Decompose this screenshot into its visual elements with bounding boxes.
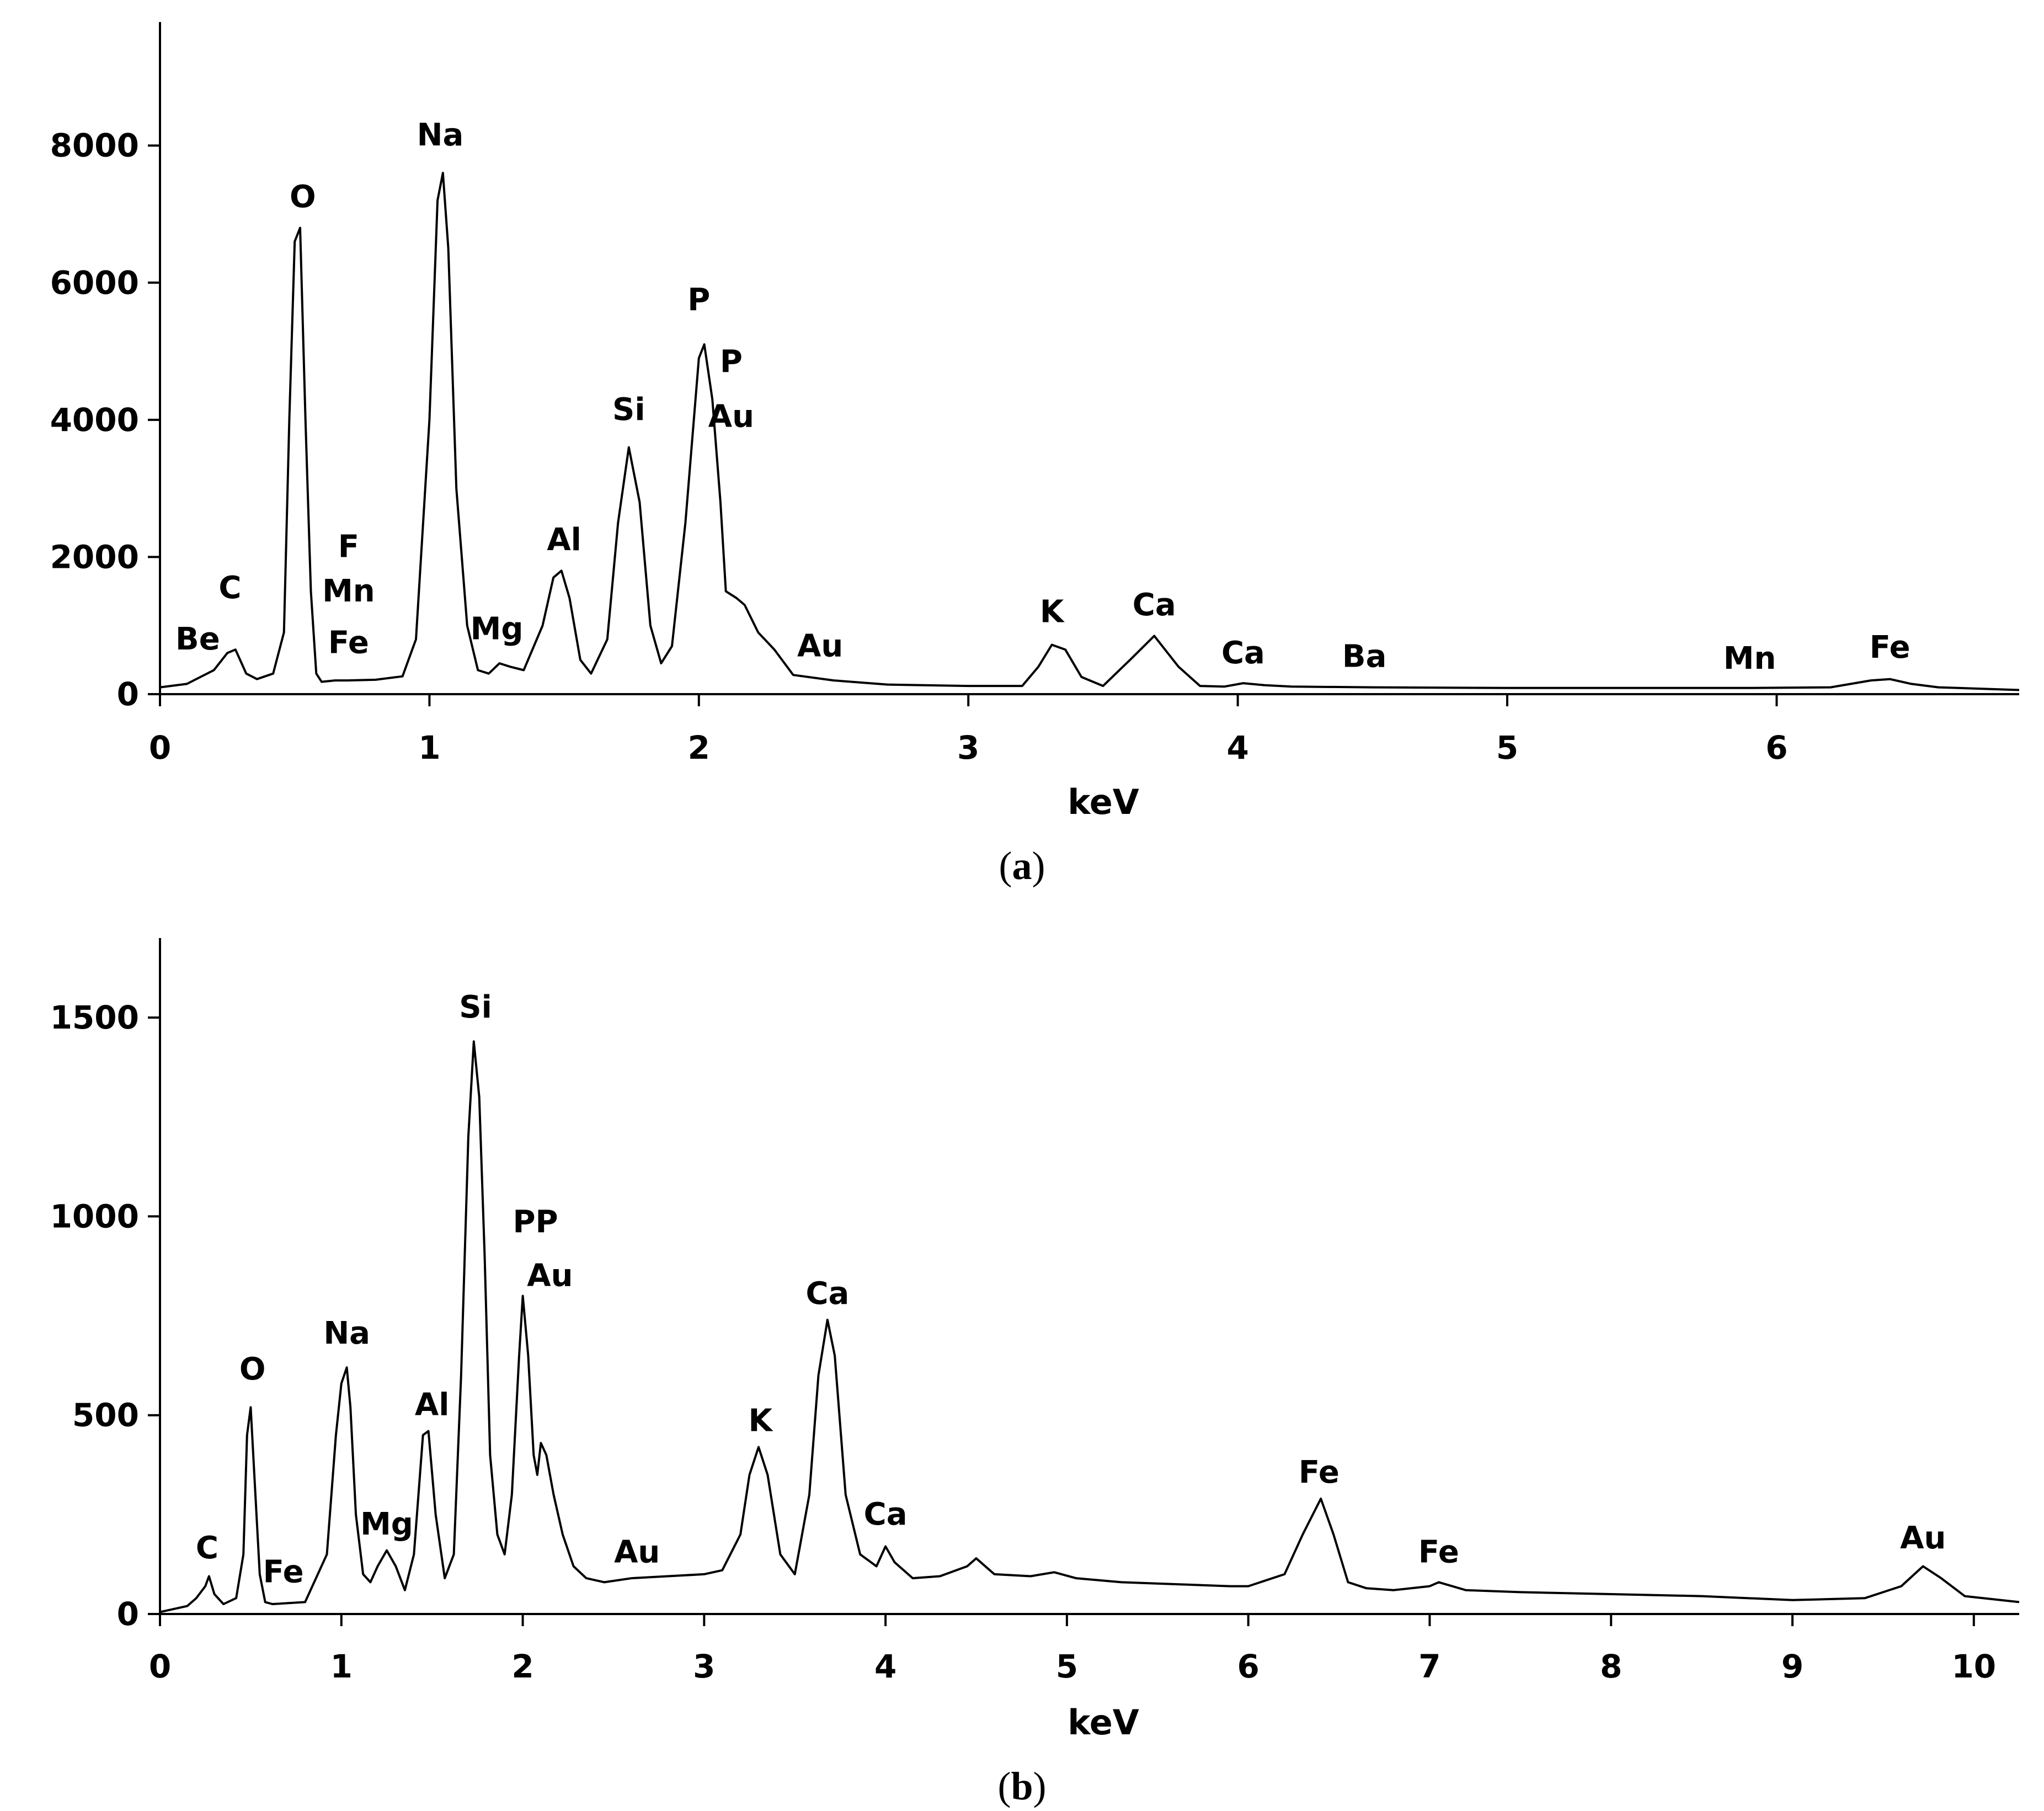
peak-label: C bbox=[196, 1530, 218, 1566]
peak-label: Fe bbox=[1870, 630, 1910, 665]
spectrum-line bbox=[159, 1040, 2020, 1613]
peak-label: Fe bbox=[1418, 1534, 1459, 1570]
caption-b: (b) bbox=[997, 1764, 1047, 1808]
peak-label: Au bbox=[527, 1258, 573, 1294]
peak-label: Fe bbox=[328, 625, 369, 661]
peak-label: Au bbox=[1900, 1520, 1946, 1556]
peak-label: K bbox=[1040, 594, 1065, 630]
peak-label: Fe bbox=[1299, 1455, 1339, 1490]
x-tick-label: 10 bbox=[1951, 1648, 1996, 1685]
peak-label: Na bbox=[417, 118, 464, 153]
x-tick-label: 2 bbox=[511, 1648, 533, 1685]
y-tick-label: 1500 bbox=[50, 999, 139, 1036]
peak-label: Fe bbox=[263, 1554, 304, 1590]
peak-label: Mn bbox=[322, 573, 375, 609]
x-tick-label: 5 bbox=[1496, 729, 1518, 766]
x-tick-label: 9 bbox=[1781, 1648, 1803, 1685]
x-tick-label: 3 bbox=[957, 729, 979, 766]
y-tick-label: 1000 bbox=[50, 1197, 139, 1235]
x-tick-label: 7 bbox=[1418, 1648, 1440, 1685]
x-tick-label: 4 bbox=[874, 1648, 896, 1685]
x-tick-label: 3 bbox=[693, 1648, 715, 1685]
y-tick-label: 4000 bbox=[50, 401, 139, 439]
peak-label: F bbox=[338, 529, 359, 564]
x-tick-label: 0 bbox=[149, 729, 171, 766]
x-tick-label: 5 bbox=[1056, 1648, 1078, 1685]
peak-label: Au bbox=[614, 1534, 660, 1570]
x-tick-label: 1 bbox=[418, 729, 440, 766]
peak-label: Si bbox=[459, 989, 492, 1025]
y-tick-label: 6000 bbox=[50, 264, 139, 301]
peak-label: Mg bbox=[471, 611, 524, 647]
peak-label: Mn bbox=[1723, 641, 1776, 677]
peak-label: Au bbox=[708, 398, 754, 434]
spectrum-panel-a: 0 2000 4000 6000 8000 0 1 2 3 4 5 6 keV Be C O F Mn Fe Na Mg… bbox=[50, 22, 2020, 822]
peak-label: Ca bbox=[1221, 635, 1265, 671]
peak-label: PP bbox=[513, 1204, 558, 1240]
x-axis-label: keV bbox=[1068, 1702, 1139, 1743]
peak-label: O bbox=[290, 179, 316, 215]
peak-label: Ca bbox=[1133, 587, 1176, 623]
peak-label: Be bbox=[175, 621, 220, 657]
x-tick-label: 0 bbox=[149, 1648, 171, 1685]
peak-label: Si bbox=[612, 392, 645, 428]
peak-label: O bbox=[239, 1351, 266, 1387]
peak-label: Au bbox=[797, 628, 843, 664]
peak-label: Al bbox=[547, 522, 581, 558]
peak-label: Ca bbox=[864, 1496, 908, 1532]
peak-label: Na bbox=[323, 1315, 370, 1351]
x-tick-label: 1 bbox=[330, 1648, 353, 1685]
x-tick-label: 8 bbox=[1600, 1648, 1622, 1685]
peak-label: C bbox=[218, 570, 241, 606]
caption-a-letter: a bbox=[1012, 844, 1032, 888]
x-axis-label: keV bbox=[1068, 782, 1139, 822]
spectrum-line bbox=[159, 172, 2020, 691]
peak-label: P bbox=[687, 282, 710, 318]
caption-a: (a) bbox=[999, 844, 1045, 888]
x-tick-label: 2 bbox=[688, 729, 710, 766]
y-tick-label: 0 bbox=[117, 675, 139, 713]
y-tick-label: 0 bbox=[117, 1595, 139, 1633]
peak-label: K bbox=[749, 1403, 774, 1439]
spectrum-panel-b: 0 500 1000 1500 0 1 2 3 4 5 6 7 8 9 10 keV C O Fe Na Mg Al Si P… bbox=[50, 938, 2020, 1743]
y-tick-label: 2000 bbox=[50, 538, 139, 576]
peak-label: Ba bbox=[1342, 638, 1386, 674]
y-tick-label: 500 bbox=[72, 1397, 139, 1434]
caption-b-letter: b bbox=[1011, 1764, 1033, 1808]
x-tick-label: 4 bbox=[1226, 729, 1248, 766]
peak-label: Ca bbox=[805, 1276, 849, 1312]
x-tick-label: 6 bbox=[1765, 729, 1787, 766]
y-tick-label: 8000 bbox=[50, 127, 139, 164]
peak-label: Mg bbox=[360, 1506, 413, 1542]
x-tick-label: 6 bbox=[1237, 1648, 1260, 1685]
peak-label: P bbox=[720, 344, 743, 380]
peak-label: Al bbox=[415, 1387, 450, 1423]
